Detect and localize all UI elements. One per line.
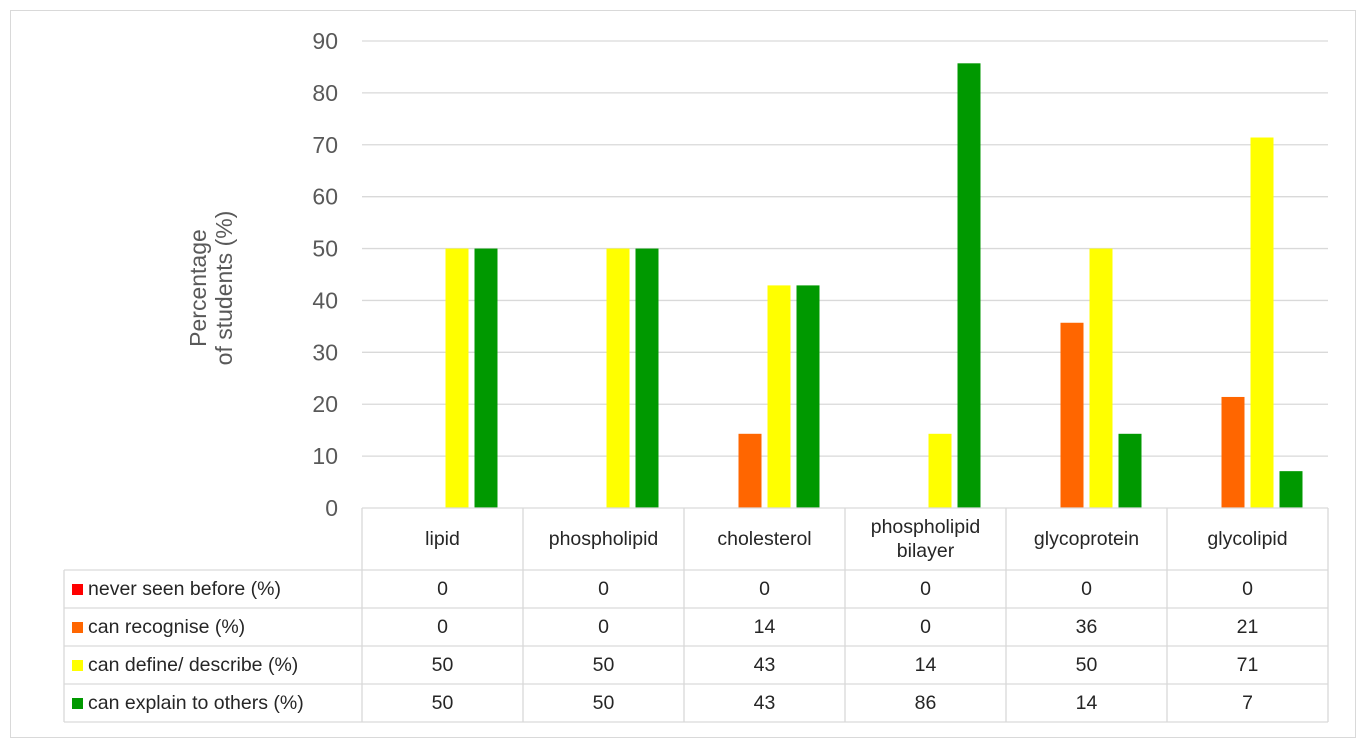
- category-label: phospholipid bilayer: [845, 508, 1006, 570]
- category-label-line: lipid: [425, 528, 460, 550]
- legend-swatch: [72, 583, 83, 595]
- bar: [1089, 248, 1113, 509]
- category-label-line: cholesterol: [717, 528, 812, 550]
- y-tick-label: 40: [312, 287, 338, 313]
- data-value-cell: 50: [431, 654, 454, 676]
- bar: [1279, 471, 1303, 508]
- category-label-line: bilayer: [896, 540, 955, 562]
- data-value-cell: 14: [1075, 692, 1098, 714]
- bar: [445, 248, 469, 509]
- data-value-cell: 14: [753, 616, 776, 638]
- y-tick-label: 80: [312, 80, 338, 106]
- data-value-cell: 0: [598, 578, 609, 600]
- data-value-cell: 0: [920, 616, 931, 638]
- category-label: cholesterol: [684, 508, 845, 570]
- legend-row-header: never seen before (%): [64, 570, 362, 608]
- category-label: glycoprotein: [1006, 508, 1167, 570]
- data-value-cell: 0: [759, 578, 770, 600]
- data-value-cell: 14: [914, 654, 937, 676]
- bar: [606, 248, 630, 509]
- bar: [1250, 137, 1274, 508]
- data-value-cell: 0: [1242, 578, 1253, 600]
- y-axis-label-line-2: of students (%): [211, 210, 237, 366]
- y-tick-label: 20: [312, 391, 338, 417]
- legend-row-header: can explain to others (%): [64, 684, 362, 722]
- bar: [474, 248, 498, 509]
- legend-swatch: [72, 697, 83, 709]
- data-value-cell: 0: [437, 616, 448, 638]
- legend-swatch: [72, 659, 83, 671]
- legend-label: can define/ describe (%): [88, 653, 299, 676]
- data-value-cell: 71: [1236, 654, 1259, 676]
- legend-label: can explain to others (%): [88, 691, 304, 714]
- data-value-cell: 36: [1075, 616, 1098, 638]
- category-label-line: phospholipid: [548, 528, 659, 550]
- legend-row-header: can define/ describe (%): [64, 646, 362, 684]
- legend-swatch: [72, 621, 83, 633]
- bar: [957, 63, 981, 508]
- data-value-cell: 50: [592, 654, 615, 676]
- bar: [767, 285, 791, 508]
- data-value-cell: 86: [914, 692, 937, 714]
- y-tick-label: 70: [312, 132, 338, 158]
- data-value-cell: 21: [1236, 616, 1259, 638]
- data-value-cell: 50: [592, 692, 615, 714]
- data-value-cell: 0: [598, 616, 609, 638]
- y-axis-label-line-1: Percentage: [185, 229, 211, 347]
- bar: [1060, 322, 1084, 508]
- chart-frame: [10, 10, 1356, 738]
- y-tick-label: 10: [312, 443, 338, 469]
- legend-row-header: can recognise (%): [64, 608, 362, 646]
- data-value-cell: 50: [431, 692, 454, 714]
- y-tick-label: 0: [325, 495, 338, 521]
- legend-label: can recognise (%): [88, 615, 246, 638]
- data-value-cell: 0: [1081, 578, 1092, 600]
- data-value-cell: 43: [753, 692, 776, 714]
- category-label: glycolipid: [1167, 508, 1328, 570]
- data-value-cell: 50: [1075, 654, 1098, 676]
- bar: [928, 433, 952, 508]
- category-label: lipid: [362, 508, 523, 570]
- category-label-line: glycoprotein: [1033, 528, 1140, 550]
- category-label-line: phospholipid: [870, 516, 981, 538]
- bar: [738, 433, 762, 508]
- category-label: phospholipid: [523, 508, 684, 570]
- data-value-cell: 0: [437, 578, 448, 600]
- category-label-line: glycolipid: [1207, 528, 1288, 550]
- bar: [1118, 433, 1142, 508]
- y-tick-label: 90: [312, 28, 338, 54]
- bar: [635, 248, 659, 509]
- y-tick-label: 30: [312, 339, 338, 365]
- y-tick-label: 50: [312, 236, 338, 262]
- data-value-cell: 43: [753, 654, 776, 676]
- bar: [796, 285, 820, 508]
- data-value-cell: 7: [1242, 692, 1253, 714]
- y-tick-label: 60: [312, 184, 338, 210]
- bar: [1221, 396, 1245, 508]
- legend-label: never seen before (%): [88, 577, 281, 600]
- y-axis-label: Percentage of students (%): [185, 211, 237, 366]
- data-value-cell: 0: [920, 578, 931, 600]
